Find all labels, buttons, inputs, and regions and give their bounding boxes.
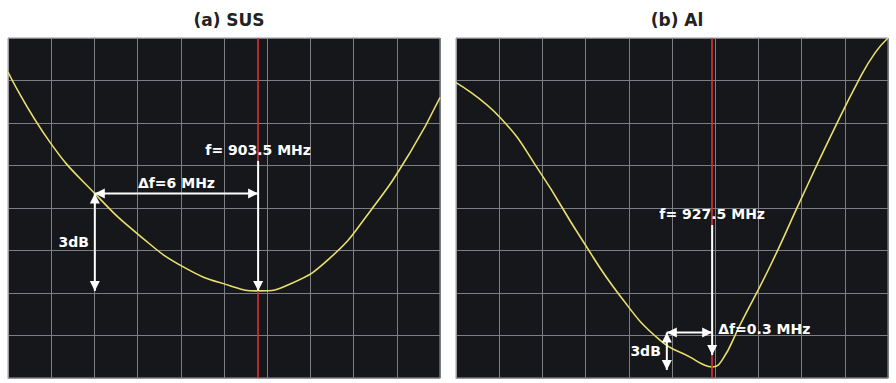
svg-text:Δf=6 MHz: Δf=6 MHz: [138, 175, 215, 191]
svg-text:3dB: 3dB: [630, 343, 660, 359]
svg-text:(a) SUS: (a) SUS: [193, 10, 264, 30]
svg-text:(b) Al: (b) Al: [651, 10, 704, 30]
svg-text:Δf=0.3 MHz: Δf=0.3 MHz: [718, 321, 810, 337]
svg-text:f= 903.5 MHz: f= 903.5 MHz: [205, 142, 311, 158]
svg-text:f= 927.5 MHz: f= 927.5 MHz: [659, 206, 765, 222]
svg-text:3dB: 3dB: [58, 234, 88, 250]
